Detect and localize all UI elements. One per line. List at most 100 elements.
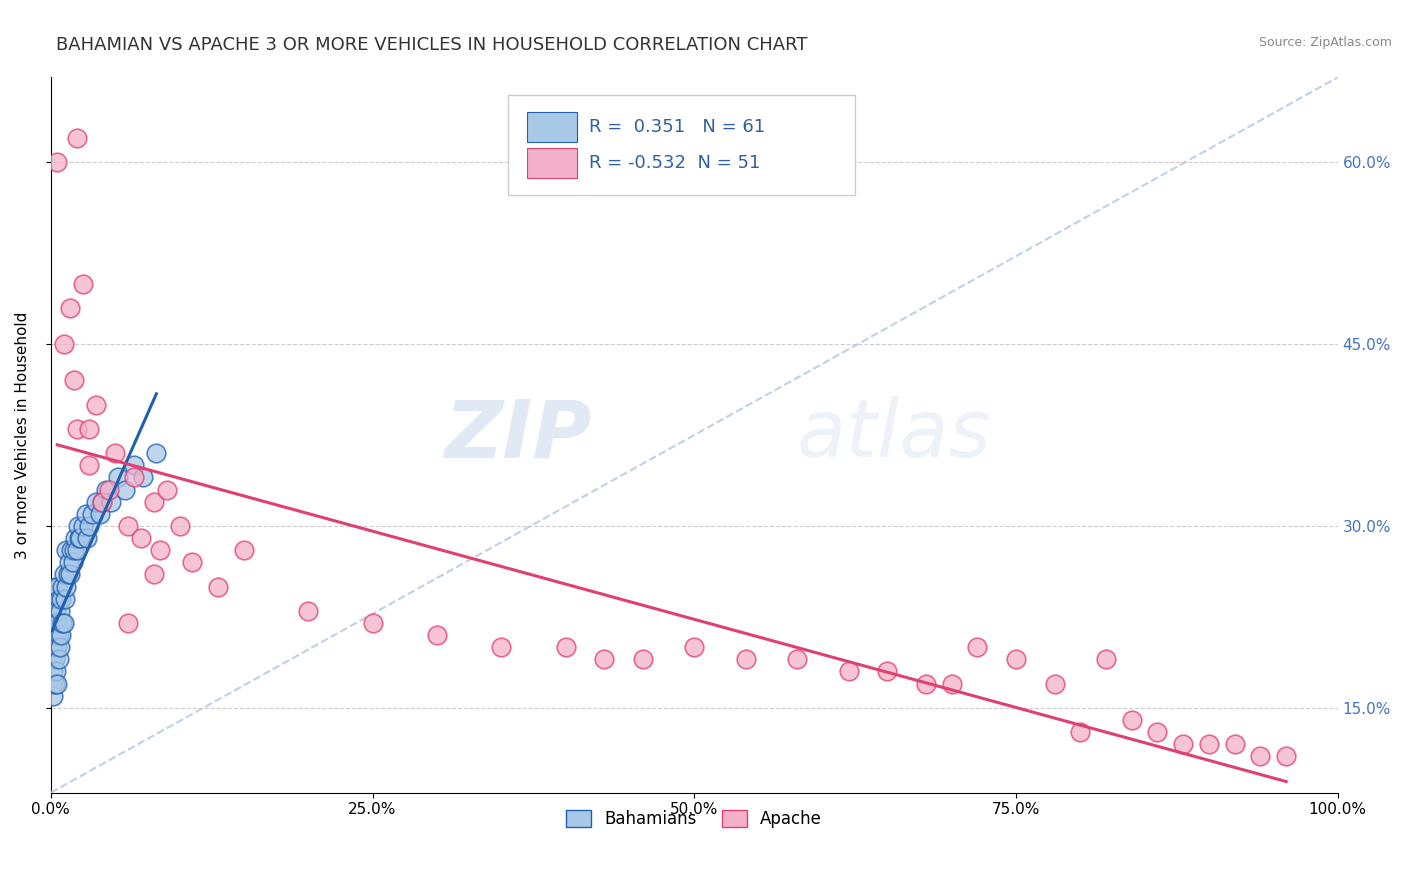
Point	[554, 640, 576, 655]
Point	[65, 531, 87, 545]
Point	[79, 519, 101, 533]
Point	[45, 604, 67, 618]
Point	[42, 689, 65, 703]
Point	[42, 628, 65, 642]
Point	[45, 665, 67, 679]
Y-axis label: 3 or more Vehicles in Household: 3 or more Vehicles in Household	[15, 311, 30, 558]
Point	[100, 494, 122, 508]
Point	[58, 555, 80, 569]
Point	[91, 494, 114, 508]
Point	[46, 580, 69, 594]
Point	[1223, 737, 1246, 751]
Point	[72, 519, 94, 533]
Legend: Bahamians, Apache: Bahamians, Apache	[560, 803, 830, 834]
Point	[41, 676, 63, 690]
Text: R =  0.351   N = 61: R = 0.351 N = 61	[589, 118, 765, 136]
Point	[46, 155, 69, 169]
Point	[149, 543, 172, 558]
Point	[62, 555, 84, 569]
Point	[169, 519, 191, 533]
Point	[129, 531, 152, 545]
Point	[63, 543, 86, 558]
Point	[66, 519, 89, 533]
Point	[52, 567, 75, 582]
Point	[117, 615, 139, 630]
Point	[46, 615, 69, 630]
Point	[1146, 725, 1168, 739]
Point	[55, 580, 77, 594]
Point	[915, 676, 938, 690]
Point	[107, 470, 129, 484]
Point	[41, 640, 63, 655]
Point	[297, 604, 319, 618]
Point	[67, 531, 90, 545]
Point	[838, 665, 860, 679]
Point	[1069, 725, 1091, 739]
Point	[84, 494, 107, 508]
Point	[65, 422, 87, 436]
Point	[55, 543, 77, 558]
Point	[124, 470, 146, 484]
Point	[59, 301, 82, 315]
Point	[84, 398, 107, 412]
Point	[52, 615, 75, 630]
Point	[1198, 737, 1220, 751]
Point	[876, 665, 898, 679]
Point	[63, 374, 86, 388]
Point	[631, 652, 654, 666]
Point	[734, 652, 756, 666]
Point	[69, 531, 91, 545]
Point	[114, 483, 136, 497]
Point	[1005, 652, 1028, 666]
Point	[48, 628, 70, 642]
Text: ZIP: ZIP	[444, 396, 592, 474]
Point	[104, 446, 127, 460]
Point	[117, 519, 139, 533]
Point	[683, 640, 706, 655]
Point	[41, 615, 63, 630]
Point	[49, 628, 72, 642]
Point	[132, 470, 155, 484]
Point	[46, 640, 69, 655]
Point	[72, 277, 94, 291]
Point	[1095, 652, 1118, 666]
Point	[60, 543, 83, 558]
Point	[1249, 749, 1271, 764]
Point	[41, 604, 63, 618]
Point	[124, 458, 146, 473]
Point	[80, 507, 103, 521]
Point	[44, 580, 66, 594]
Point	[41, 652, 63, 666]
Text: atlas: atlas	[797, 396, 991, 474]
Text: Source: ZipAtlas.com: Source: ZipAtlas.com	[1258, 36, 1392, 49]
Point	[42, 591, 65, 606]
Point	[52, 337, 75, 351]
Point	[42, 640, 65, 655]
Point	[76, 531, 98, 545]
Point	[361, 615, 384, 630]
Point	[45, 628, 67, 642]
Point	[207, 580, 229, 594]
Point	[48, 591, 70, 606]
Point	[44, 615, 66, 630]
Point	[49, 604, 72, 618]
Point	[181, 555, 204, 569]
Point	[96, 483, 118, 497]
Point	[79, 458, 101, 473]
Point	[49, 591, 72, 606]
Point	[426, 628, 449, 642]
Point	[51, 580, 73, 594]
Point	[142, 494, 165, 508]
Point	[42, 665, 65, 679]
Point	[1043, 676, 1066, 690]
FancyBboxPatch shape	[508, 95, 855, 195]
Point	[56, 567, 79, 582]
Point	[44, 676, 66, 690]
Point	[91, 494, 114, 508]
Point	[966, 640, 988, 655]
Text: BAHAMIAN VS APACHE 3 OR MORE VEHICLES IN HOUSEHOLD CORRELATION CHART: BAHAMIAN VS APACHE 3 OR MORE VEHICLES IN…	[56, 36, 807, 54]
Point	[97, 483, 120, 497]
FancyBboxPatch shape	[527, 147, 576, 178]
Point	[156, 483, 179, 497]
Point	[1275, 749, 1298, 764]
